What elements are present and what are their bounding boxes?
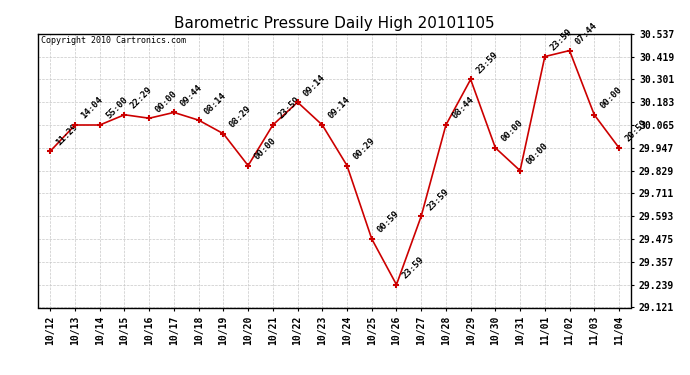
Text: 00:29: 00:29 [351,136,377,161]
Point [218,131,229,137]
Point [45,148,56,154]
Point [144,115,155,121]
Text: 09:14: 09:14 [326,96,352,121]
Text: 09:44: 09:44 [178,83,204,108]
Text: 11:29: 11:29 [55,122,80,147]
Text: Copyright 2010 Cartronics.com: Copyright 2010 Cartronics.com [41,36,186,45]
Point [70,122,81,128]
Text: 00:00: 00:00 [524,141,550,166]
Point [589,112,600,118]
Text: 23:59: 23:59 [549,27,574,52]
Point [564,48,575,54]
Point [119,112,130,118]
Text: 00:59: 00:59 [376,209,402,235]
Text: 20:59: 20:59 [623,118,649,144]
Title: Barometric Pressure Daily High 20101105: Barometric Pressure Daily High 20101105 [175,16,495,31]
Text: 08:44: 08:44 [450,96,475,121]
Text: 22:29: 22:29 [128,85,154,111]
Point [490,145,501,151]
Text: 23:59: 23:59 [401,255,426,280]
Text: 08:29: 08:29 [228,104,253,129]
Text: 00:00: 00:00 [153,89,179,114]
Point [415,213,426,219]
Point [267,122,278,128]
Text: 23:59: 23:59 [475,50,500,75]
Text: 00:00: 00:00 [500,118,525,144]
Point [465,76,476,82]
Point [168,110,179,116]
Point [440,122,451,128]
Text: 00:00: 00:00 [253,136,277,161]
Text: 23:59: 23:59 [277,96,302,121]
Point [515,168,526,174]
Text: 14:04: 14:04 [79,96,105,121]
Text: 23:59: 23:59 [425,187,451,212]
Point [292,99,303,105]
Point [317,122,328,128]
Point [540,54,551,60]
Point [366,236,377,242]
Text: 08:14: 08:14 [203,91,228,116]
Text: 09:14: 09:14 [302,73,327,98]
Point [391,282,402,288]
Text: 07:44: 07:44 [573,21,599,46]
Text: 55:00: 55:00 [104,96,129,121]
Text: 00:00: 00:00 [598,85,624,111]
Point [243,163,254,169]
Point [193,117,204,123]
Point [342,163,353,169]
Point [95,122,106,128]
Point [613,145,624,151]
